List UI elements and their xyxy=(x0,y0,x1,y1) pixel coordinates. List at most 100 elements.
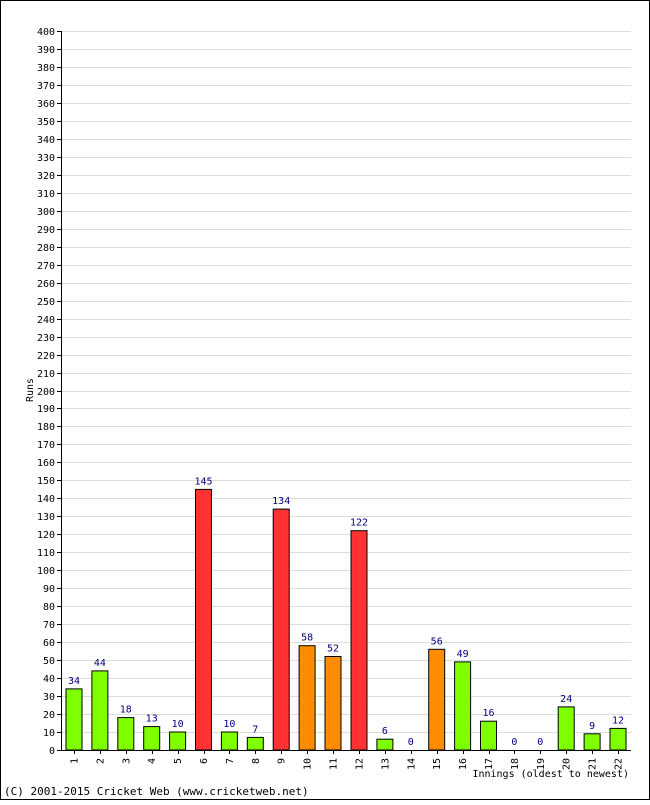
y-tick-label: 350 xyxy=(37,117,55,128)
y-tick-label: 120 xyxy=(37,530,55,541)
y-tick-label: 250 xyxy=(37,297,55,308)
bar-value-label: 52 xyxy=(327,644,339,655)
y-tick-label: 210 xyxy=(37,369,55,380)
y-tick-label: 400 xyxy=(37,27,55,38)
y-tick-label: 70 xyxy=(43,620,55,631)
bar-value-label: 7 xyxy=(252,724,258,735)
y-tick-label: 0 xyxy=(49,746,55,757)
bar xyxy=(350,530,368,751)
bar-value-label: 9 xyxy=(589,721,595,732)
y-tick-label: 190 xyxy=(37,404,55,415)
bar xyxy=(428,648,446,751)
bar-value-label: 24 xyxy=(560,694,572,705)
x-tick-label: 8 xyxy=(251,758,262,764)
bar-value-label: 10 xyxy=(223,719,235,730)
y-tick-label: 380 xyxy=(37,63,55,74)
x-tick-label: 5 xyxy=(173,758,184,764)
x-tick-label: 22 xyxy=(614,758,625,770)
y-tick-label: 110 xyxy=(37,548,55,559)
bar xyxy=(480,720,497,751)
grid-lines xyxy=(61,31,631,733)
y-axis-label: Runs xyxy=(25,378,36,402)
y-tick-label: 310 xyxy=(37,189,55,200)
bar-value-label: 44 xyxy=(94,658,106,669)
y-axis-ticks: 0 10 20 30 40 50 60 70 80 90 100 110 120 130 140 150 160… xyxy=(37,27,61,757)
bar xyxy=(454,661,472,751)
y-tick-label: 80 xyxy=(43,602,55,613)
y-tick-label: 180 xyxy=(37,422,55,433)
bar xyxy=(272,508,290,751)
bar-value-label: 34 xyxy=(68,676,80,687)
y-tick-label: 60 xyxy=(43,638,55,649)
x-tick-label: 20 xyxy=(562,758,573,770)
bar xyxy=(246,736,264,751)
bar xyxy=(169,731,187,751)
x-tick-label: 16 xyxy=(458,758,469,770)
x-axis-label: Innings (oldest to newest) xyxy=(472,769,629,780)
bar-value-label: 58 xyxy=(301,633,313,644)
bar-value-label: 49 xyxy=(457,649,469,660)
x-tick-label: 3 xyxy=(121,758,132,764)
bar xyxy=(298,645,316,751)
bar-value-label: 10 xyxy=(172,719,184,730)
y-tick-label: 100 xyxy=(37,566,55,577)
y-tick-label: 90 xyxy=(43,584,55,595)
bar-value-label: 13 xyxy=(146,714,158,725)
y-tick-label: 370 xyxy=(37,81,55,92)
y-tick-label: 10 xyxy=(43,728,55,739)
x-tick-label: 1 xyxy=(70,758,81,764)
bar xyxy=(376,738,394,751)
bar-value-label: 134 xyxy=(272,496,290,507)
y-tick-label: 30 xyxy=(43,692,55,703)
y-tick-label: 40 xyxy=(43,674,55,685)
bar-value-label: 0 xyxy=(408,737,414,748)
y-tick-label: 360 xyxy=(37,99,55,110)
value-labels-group: 34 44 18 13 10 145 10 7 134 58 52 122 6 0 56 49 16 0 0 24 9 1… xyxy=(68,476,624,748)
y-tick-label: 200 xyxy=(37,387,55,398)
x-tick-label: 19 xyxy=(536,758,547,770)
bar-value-label: 16 xyxy=(482,708,494,719)
x-tick-label: 4 xyxy=(147,758,158,764)
x-tick-label: 13 xyxy=(380,758,391,770)
y-tick-label: 230 xyxy=(37,333,55,344)
x-tick-label: 10 xyxy=(303,758,314,770)
copyright-text: (C) 2001-2015 Cricket Web (www.cricketwe… xyxy=(4,785,309,798)
bar xyxy=(65,688,83,751)
x-tick-label: 14 xyxy=(406,758,417,770)
bar-value-label: 145 xyxy=(194,476,212,487)
y-tick-label: 390 xyxy=(37,45,55,56)
x-tick-label: 17 xyxy=(484,758,495,770)
x-tick-label: 12 xyxy=(355,758,366,770)
bar xyxy=(324,656,342,751)
x-tick-label: 18 xyxy=(510,758,521,770)
x-axis-ticks: 1 2 3 4 5 6 7 8 9 10 11 12 13 14 15 16 17 18 19 20 21 22 xyxy=(70,750,625,770)
x-tick-label: 15 xyxy=(432,758,443,770)
bar xyxy=(91,670,109,751)
y-tick-label: 340 xyxy=(37,135,55,146)
x-tick-label: 21 xyxy=(588,758,599,770)
y-tick-label: 280 xyxy=(37,243,55,254)
bar-value-label: 6 xyxy=(382,726,388,737)
y-tick-label: 130 xyxy=(37,512,55,523)
x-tick-label: 7 xyxy=(225,758,236,764)
bar-value-label: 56 xyxy=(431,636,443,647)
bar xyxy=(117,717,135,751)
y-tick-label: 290 xyxy=(37,225,55,236)
bar-value-label: 0 xyxy=(511,737,517,748)
y-tick-label: 260 xyxy=(37,279,55,290)
bar xyxy=(195,488,212,751)
bar xyxy=(143,726,161,751)
bar xyxy=(609,727,627,751)
y-tick-label: 320 xyxy=(37,171,55,182)
y-tick-label: 240 xyxy=(37,315,55,326)
y-tick-label: 50 xyxy=(43,656,55,667)
y-tick-label: 140 xyxy=(37,494,55,505)
y-tick-label: 330 xyxy=(37,153,55,164)
y-tick-label: 170 xyxy=(37,440,55,451)
y-tick-label: 160 xyxy=(37,458,55,469)
bar-value-label: 122 xyxy=(350,518,368,529)
bar-value-label: 0 xyxy=(537,737,543,748)
x-tick-label: 11 xyxy=(329,758,340,770)
x-tick-label: 9 xyxy=(277,758,288,764)
